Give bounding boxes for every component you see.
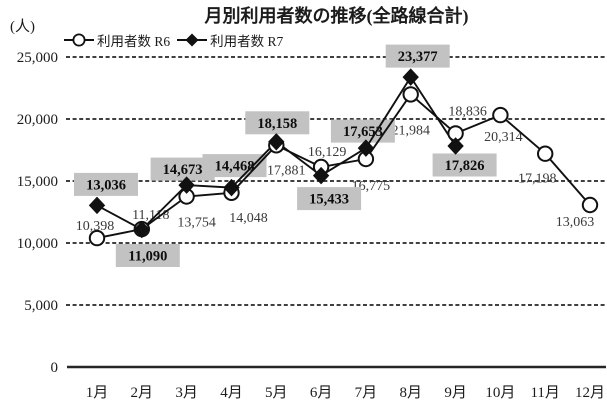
legend-label-r7: 利用者数 R7 [210, 34, 284, 49]
data-label-r7-3月: 14,673 [163, 162, 203, 178]
data-label-box-r7-2月 [115, 244, 180, 267]
legend-label-r6: 利用者数 R6 [97, 34, 171, 49]
data-point-r7-4月 [223, 178, 240, 197]
x-tick-label-10月: 10月 [485, 385, 515, 401]
data-label-r7-6月: 15,433 [309, 192, 349, 208]
y-tick-label-15000: 15,000 [17, 174, 58, 190]
data-point-r6-10月 [492, 106, 509, 124]
data-label-r6-9月: 18,836 [448, 104, 487, 119]
data-point-r6-12月 [581, 196, 599, 214]
chart-title: 月別利用者数の推移(全路線合計) [204, 6, 469, 26]
data-point-r7-2月 [133, 220, 150, 239]
data-label-box-r7-7月 [330, 119, 395, 143]
legend-item-r7: 利用者数 R7 [177, 30, 283, 50]
data-label-box-r7-3月 [150, 157, 215, 181]
y-tick-label-10000: 10,000 [17, 236, 58, 252]
data-label-r6-4月: 14,048 [229, 211, 268, 226]
legend-diamond-marker-icon [177, 33, 208, 47]
data-point-r7-9月 [447, 137, 464, 155]
data-label-r7-2月: 11,090 [128, 249, 167, 265]
legend: 利用者数 R6 利用者数 R7 [64, 31, 283, 49]
x-tick-label-6月: 6月 [310, 385, 333, 401]
data-label-r7-9月: 17,826 [445, 158, 485, 174]
data-label-r7-8月: 23,377 [398, 49, 438, 65]
legend-item-r6: 利用者数 R6 [64, 30, 170, 50]
legend-circle-marker-icon [64, 33, 94, 47]
data-point-r6-8月 [402, 86, 419, 103]
x-tick-label-4月: 4月 [220, 385, 243, 401]
data-label-r6-1月: 10,398 [76, 219, 115, 234]
data-point-r7-8月 [402, 68, 419, 86]
data-label-box-r7-6月 [297, 187, 362, 211]
data-label-r6-10月: 20,314 [484, 130, 523, 145]
x-tick-label-2月: 2月 [131, 385, 154, 401]
data-label-box-r7-8月 [385, 44, 450, 68]
y-tick-label-0: 0 [51, 360, 59, 376]
data-label-r6-8月: 21,984 [391, 123, 430, 138]
data-point-r6-11月 [537, 145, 554, 162]
x-tick-label-11月: 11月 [530, 385, 559, 401]
data-point-r6-1月 [88, 229, 106, 247]
data-label-r6-12月: 13,063 [556, 215, 595, 230]
data-label-r7-1月: 13,036 [86, 177, 126, 193]
x-tick-label-8月: 8月 [399, 385, 422, 401]
x-tick-label-3月: 3月 [175, 385, 198, 401]
y-tick-label-25000: 25,000 [17, 50, 58, 66]
data-label-r6-3月: 13,754 [177, 216, 216, 231]
data-label-r7-4月: 14,468 [215, 159, 255, 175]
x-tick-label-9月: 9月 [444, 385, 467, 401]
data-label-r6-6月: 16,129 [308, 145, 347, 160]
y-tick-label-5000: 5,000 [24, 298, 58, 314]
x-tick-label-5月: 5月 [265, 385, 288, 401]
x-tick-label-12月: 12月 [575, 385, 605, 401]
data-label-box-r7-5月 [245, 111, 310, 135]
data-point-r7-7月 [357, 139, 375, 157]
data-label-box-r7-9月 [432, 153, 497, 177]
data-label-r6-5月: 17,881 [267, 163, 306, 178]
x-tick-label-1月: 1月 [86, 385, 109, 401]
x-tick-label-7月: 7月 [355, 385, 378, 401]
data-label-r7-5月: 18,158 [257, 116, 297, 132]
data-point-r7-6月 [312, 166, 330, 185]
data-label-box-r7-1月 [74, 172, 138, 196]
data-label-r6-11月: 17,198 [518, 172, 557, 187]
data-point-r7-5月 [268, 133, 285, 151]
y-tick-label-20000: 20,000 [17, 112, 58, 128]
data-label-r6-7月: 16,775 [352, 179, 391, 194]
data-point-r7-3月 [178, 176, 195, 194]
series-line-r6 [96, 92, 591, 240]
y-axis-unit-label: (人) [10, 19, 35, 35]
data-point-r7-1月 [88, 196, 106, 215]
